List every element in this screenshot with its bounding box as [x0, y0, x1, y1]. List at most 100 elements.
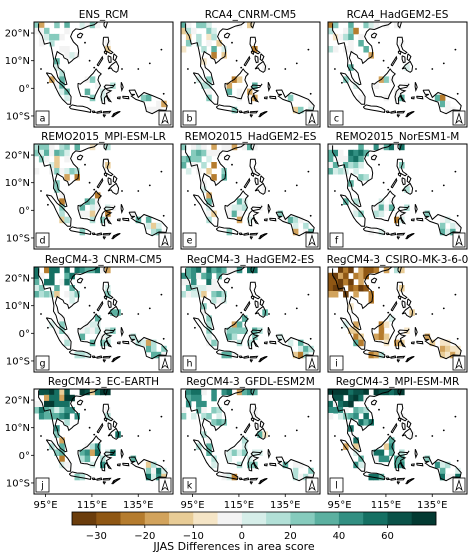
grid-cell — [292, 222, 299, 230]
island-dot — [378, 163, 380, 166]
grid-cell — [434, 461, 441, 469]
coastline — [416, 340, 424, 345]
island-dot — [284, 435, 287, 437]
panel-title: RegCM4-3_CSIRO-MK-3-6-0 — [327, 254, 469, 266]
grid-cell — [206, 155, 212, 163]
grid-cell — [156, 467, 162, 475]
island-dot — [454, 293, 457, 296]
grid-cell — [211, 389, 217, 396]
grid-cell — [424, 333, 431, 341]
grid-cell — [445, 100, 451, 108]
grid-cell — [455, 222, 461, 230]
coastline — [406, 478, 415, 485]
grid-cell — [89, 76, 96, 83]
grid-cell — [303, 345, 309, 353]
coastline — [410, 341, 415, 345]
grid-cell — [358, 144, 364, 151]
grid-cell — [79, 267, 86, 274]
grid-cell — [216, 149, 222, 157]
grid-cell — [216, 419, 222, 426]
grid-cell — [201, 272, 207, 280]
grid-cell — [328, 22, 334, 29]
grid-cell — [221, 419, 227, 426]
colorbar-swatch — [290, 512, 315, 525]
coastline — [394, 205, 410, 227]
grid-cell — [206, 267, 212, 274]
grid-cell — [54, 22, 60, 29]
grid-cell — [328, 149, 334, 157]
grid-cell — [69, 285, 75, 292]
grid-cell — [145, 216, 152, 224]
grid-cell — [383, 204, 390, 211]
grid-cell — [84, 449, 91, 456]
coastline — [102, 359, 107, 363]
grid-cell — [343, 321, 349, 328]
coastline — [259, 53, 265, 62]
grid-cell — [363, 389, 369, 396]
grid-cell — [394, 267, 400, 274]
grid-cell — [191, 267, 197, 274]
grid-cell — [378, 144, 385, 151]
coastline — [100, 205, 116, 227]
grid-cell — [363, 149, 369, 157]
coastline — [77, 435, 102, 467]
north-arrow-icon — [161, 357, 169, 370]
grid-cell — [226, 333, 233, 341]
grid-cell — [64, 413, 70, 420]
grid-cell — [206, 22, 212, 29]
colorbar-swatch — [96, 512, 121, 525]
grid-cell — [216, 267, 222, 274]
panel-title: ENS_RCM — [79, 9, 129, 21]
island-dot — [295, 429, 298, 432]
lat-tick-label: 10°N — [5, 423, 30, 434]
coastline — [172, 347, 173, 349]
grid-cell — [64, 291, 70, 298]
grid-cell — [236, 198, 243, 205]
panel-label: j — [40, 481, 44, 492]
lon-tick-label: 95°E — [181, 500, 205, 511]
coastline — [259, 175, 265, 184]
colorbar-swatch — [363, 512, 388, 525]
grid-cell — [236, 204, 243, 211]
grid-cell — [59, 413, 65, 420]
coastline — [397, 172, 402, 178]
grid-cell — [34, 278, 40, 286]
coastline — [401, 177, 406, 186]
panel-title: REMO2015_MPI-ESM-LR — [41, 131, 166, 143]
lon-tick-label: 135°E — [123, 500, 153, 511]
grid-cell — [231, 473, 238, 481]
panel-label-box — [182, 355, 197, 371]
grid-cell — [378, 327, 385, 334]
coastline — [396, 36, 408, 55]
grid-cell — [287, 339, 294, 347]
grid-cell — [59, 33, 65, 41]
coastline — [466, 347, 467, 349]
grid-cell — [44, 27, 50, 35]
coastline — [102, 232, 112, 236]
coastline — [247, 205, 263, 227]
grid-cell — [196, 394, 202, 402]
panel-title: RegCM4-3_MPI-ESM-MR — [336, 376, 460, 388]
grid-cell — [105, 333, 111, 341]
grid-cell — [206, 33, 212, 41]
grid-cell — [226, 210, 233, 218]
coastline — [396, 281, 408, 300]
grid-cell — [79, 449, 86, 456]
coastline — [243, 177, 251, 189]
grid-cell — [54, 389, 60, 396]
colorbar-swatches — [71, 511, 437, 526]
colorbar-frame — [71, 511, 437, 526]
grid-cell — [38, 413, 45, 420]
grid-cell — [94, 267, 101, 274]
grid-cell — [59, 455, 65, 463]
grid-cell — [201, 285, 207, 292]
grid-cell — [64, 333, 70, 341]
coastline — [107, 55, 112, 64]
coastline — [362, 349, 386, 358]
grid-cell — [332, 291, 339, 298]
coastline — [332, 144, 393, 208]
coastline — [406, 111, 415, 118]
grid-cell — [332, 46, 339, 53]
island-dot — [378, 286, 380, 289]
grid-cell — [64, 168, 70, 175]
